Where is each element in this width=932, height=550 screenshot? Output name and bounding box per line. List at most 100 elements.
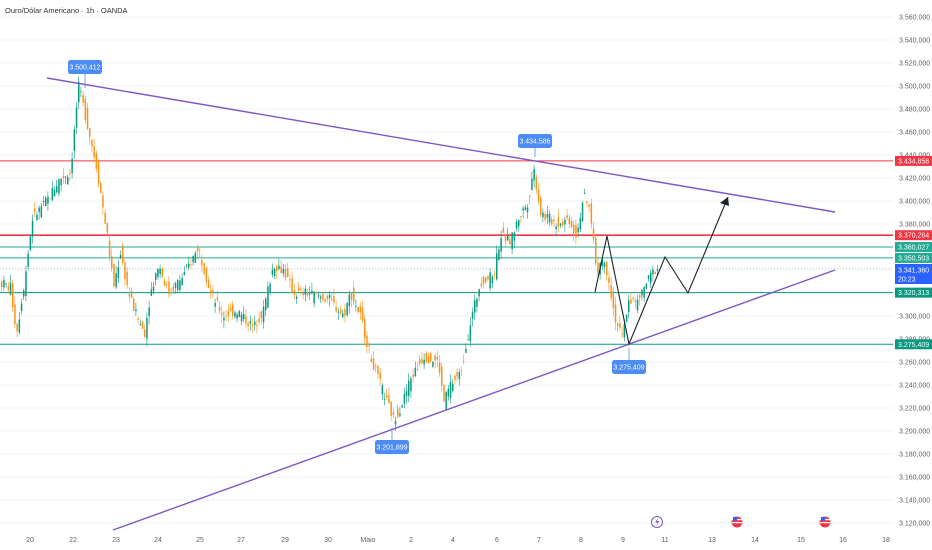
projection-line[interactable] [594, 196, 729, 346]
candle-body [597, 262, 599, 273]
current-price-tag [895, 264, 932, 284]
candle-body [229, 307, 232, 311]
candle-body [342, 313, 344, 317]
candle-body [256, 325, 258, 326]
candle-body [3, 280, 5, 288]
candle-body [423, 359, 425, 365]
candle-body [282, 269, 285, 274]
candle-body [322, 294, 324, 300]
event-icons[interactable] [651, 516, 831, 528]
candle-body [564, 219, 566, 225]
candle-body [216, 297, 219, 301]
us-flag-icon[interactable] [819, 516, 831, 528]
candle-body [29, 236, 32, 250]
candle-body [306, 292, 309, 296]
candle-body [291, 278, 293, 294]
candle-body [227, 310, 230, 316]
price-axis[interactable]: 3.120,000 3.140,000 3.160,000 3.180,000 3.20… [895, 15, 932, 528]
candle-body [333, 296, 335, 303]
candle-body [168, 281, 170, 295]
x-tick-label: 16 [839, 537, 847, 544]
trendlines[interactable] [46, 77, 836, 531]
candle-body [416, 369, 419, 370]
candle-body [225, 315, 227, 317]
candle-body [397, 408, 399, 418]
candle-body [161, 268, 164, 277]
candle-body [652, 269, 654, 275]
y-tick-label: 3.120,000 [899, 521, 930, 528]
candle-body [513, 232, 516, 241]
candle-body [344, 308, 346, 316]
candle-body [432, 361, 434, 367]
candle-body [128, 294, 131, 297]
candle-body [408, 380, 410, 397]
candle-body [405, 390, 408, 396]
candle-body [18, 319, 21, 333]
trendline-upper[interactable] [46, 77, 836, 213]
lightning-icon[interactable] [651, 516, 663, 528]
candle-body [326, 295, 329, 300]
candle-body [324, 298, 326, 302]
candle-body [628, 300, 630, 313]
candle-body [298, 287, 300, 291]
horizontal-levels[interactable] [0, 160, 893, 345]
candle-body [504, 234, 507, 242]
candle-body [537, 190, 540, 202]
candle-body [647, 275, 650, 279]
candle-body [390, 401, 392, 417]
candle-body [309, 293, 311, 295]
candle-body [300, 288, 302, 290]
callout-box [612, 360, 646, 374]
callout-box [375, 440, 409, 454]
candle-body [293, 290, 296, 295]
candle-body [25, 271, 27, 297]
candle-body [64, 176, 67, 178]
candle-body [84, 99, 87, 120]
candle-body [595, 238, 597, 264]
candle-body [443, 384, 445, 402]
y-tick-label: 3.300,000 [899, 314, 930, 321]
candle-body [357, 306, 359, 313]
candle-body [207, 279, 210, 288]
candle-body [45, 197, 47, 206]
candle-body [586, 201, 588, 203]
candle-body [526, 207, 529, 213]
projection-path[interactable] [594, 196, 729, 346]
candle-body [335, 307, 337, 312]
y-tick-label: 3.160,000 [899, 475, 930, 482]
candle-body [320, 296, 322, 299]
candle-body [9, 282, 12, 295]
trendline-lower[interactable] [112, 269, 836, 531]
x-tick-label: 11 [661, 537, 668, 544]
level-price-tag [895, 252, 932, 263]
candle-body [1, 281, 3, 288]
candle-body [144, 329, 146, 338]
candle-body [56, 186, 58, 193]
candle-body [247, 322, 249, 327]
level-price-tag [895, 230, 932, 241]
x-tick-label: 6 [495, 537, 499, 544]
time-axis[interactable]: 20 22 23 24 25 27 29 30 Maio 2 4 6 7 8 9 11 13 14 15 16 18 [26, 537, 890, 544]
us-flag-icon[interactable] [731, 516, 743, 528]
candle-body [654, 271, 656, 274]
candle-body [421, 359, 423, 363]
candle-body [23, 290, 25, 297]
candle-body [386, 394, 388, 398]
candle-body [445, 391, 447, 410]
candle-body [113, 264, 115, 287]
callout-price-label: 3.500,412 [69, 65, 100, 72]
candle-body [130, 290, 133, 298]
candle-body [463, 360, 465, 362]
projection-arrowhead [720, 197, 729, 206]
candle-body [181, 277, 183, 286]
candle-body [529, 195, 531, 197]
candle-body [410, 378, 412, 392]
candle-body [234, 312, 236, 317]
candle-body [34, 208, 36, 212]
y-tick-label: 3.260,000 [899, 360, 930, 367]
candle-body [515, 221, 518, 229]
candle-body [377, 366, 379, 374]
candle-body [350, 293, 353, 300]
candle-body [522, 208, 524, 211]
